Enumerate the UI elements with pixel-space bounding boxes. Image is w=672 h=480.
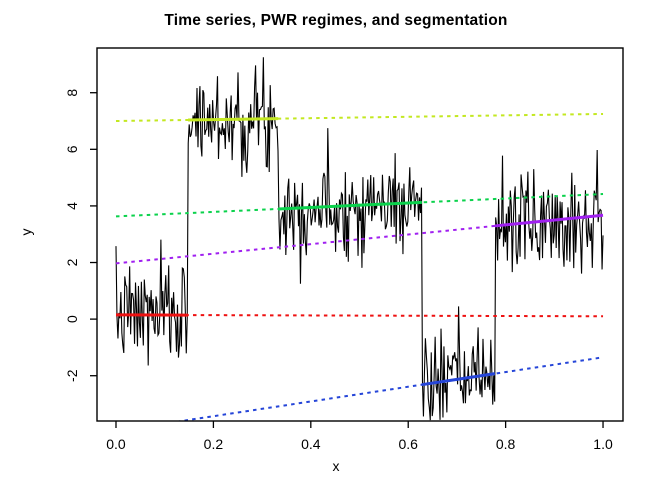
- plot-title: Time series, PWR regimes, and segmentati…: [164, 12, 508, 29]
- y-tick-label: 4: [64, 202, 80, 210]
- y-tick-label: -2: [64, 369, 80, 382]
- y-tick-label: 2: [64, 258, 80, 266]
- x-tick-label: 0.8: [496, 436, 516, 452]
- x-tick-label: 1.0: [593, 436, 613, 452]
- y-tick-label: 8: [64, 89, 80, 97]
- plot-border: [96, 47, 624, 422]
- x-axis-title: x: [332, 458, 340, 474]
- regime-line-blue-dashed: [174, 356, 604, 421]
- regime-line-green-solid: [278, 200, 422, 211]
- x-tick-label: 0.4: [301, 436, 321, 452]
- regime-line-magenta-solid: [494, 213, 604, 228]
- regime-line-blue-solid: [421, 372, 496, 387]
- regime-line-red-dashed: [115, 313, 604, 318]
- y-tick-label: 6: [64, 145, 80, 153]
- regime-line-yellow-solid: [188, 117, 279, 122]
- x-tick-label: 0.6: [398, 436, 418, 452]
- time-series-line: [115, 57, 604, 421]
- y-tick-label: 0: [64, 315, 80, 323]
- x-tick-label: 0.2: [204, 436, 224, 452]
- x-tick-label: 0.0: [106, 436, 126, 452]
- y-axis-title: y: [18, 228, 34, 236]
